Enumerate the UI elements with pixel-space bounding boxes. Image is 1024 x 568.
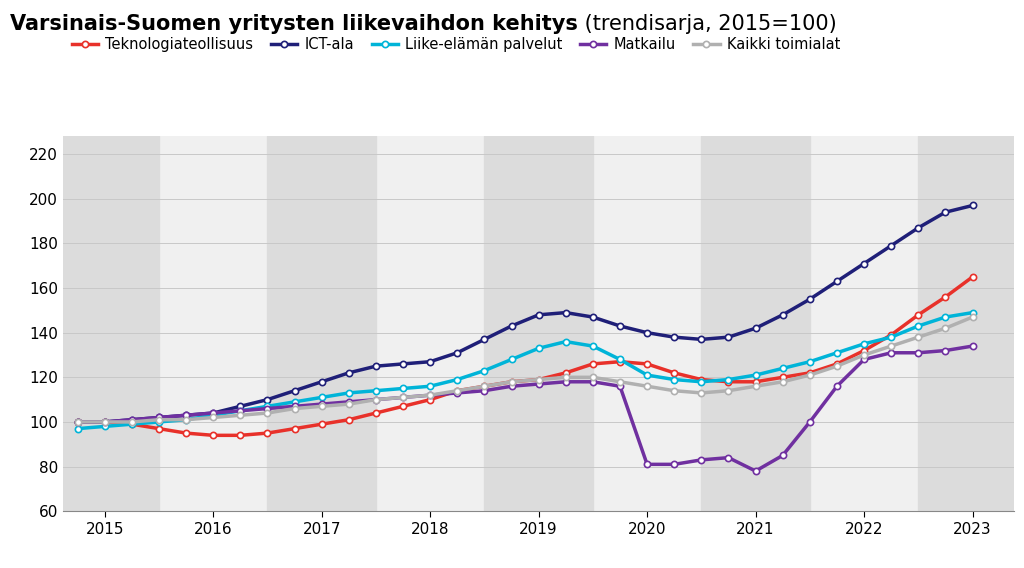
- Text: (trendisarja, 2015=100): (trendisarja, 2015=100): [579, 14, 837, 34]
- Bar: [267, 136, 376, 511]
- Bar: [919, 136, 1024, 511]
- Bar: [701, 136, 810, 511]
- Bar: [484, 136, 593, 511]
- Bar: [50, 136, 159, 511]
- Legend: Teknologiateollisuus, ICT-ala, Liike-elämän palvelut, Matkailu, Kaikki toimialat: Teknologiateollisuus, ICT-ala, Liike-elä…: [66, 31, 846, 58]
- Text: Varsinais-Suomen yritysten liikevaihdon kehitys: Varsinais-Suomen yritysten liikevaihdon …: [10, 14, 579, 34]
